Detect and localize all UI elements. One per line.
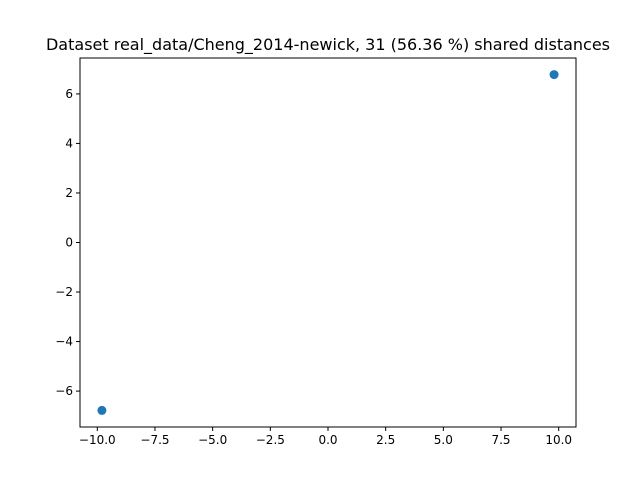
x-tick-label: 0.0 bbox=[318, 433, 337, 447]
x-tick-label: −2.5 bbox=[256, 433, 285, 447]
x-tick-label: −10.0 bbox=[79, 433, 116, 447]
y-tick-label: 6 bbox=[65, 87, 73, 101]
x-tick-label: −7.5 bbox=[140, 433, 169, 447]
points-layer bbox=[97, 70, 559, 415]
chart-title: Dataset real_data/Cheng_2014-newick, 31 … bbox=[46, 35, 610, 55]
y-tick-label: −6 bbox=[55, 384, 73, 398]
x-tick-label: 7.5 bbox=[491, 433, 510, 447]
x-tick-label: 2.5 bbox=[376, 433, 395, 447]
x-tick-label: −5.0 bbox=[198, 433, 227, 447]
x-axis: −10.0 −7.5 −5.0 −2.5 0.0 2.5 5.0 7.5 10.0 bbox=[79, 427, 572, 447]
y-tick-label: −4 bbox=[55, 335, 73, 349]
y-tick-label: 4 bbox=[65, 136, 73, 150]
data-point bbox=[97, 405, 107, 415]
y-axis: −6 −4 −2 0 2 4 6 bbox=[55, 87, 80, 398]
x-tick-label: 10.0 bbox=[545, 433, 572, 447]
y-tick-label: 2 bbox=[65, 186, 73, 200]
y-tick-label: 0 bbox=[65, 236, 73, 250]
x-tick-label: 5.0 bbox=[434, 433, 453, 447]
data-point bbox=[549, 70, 559, 80]
y-tick-label: −2 bbox=[55, 285, 73, 299]
